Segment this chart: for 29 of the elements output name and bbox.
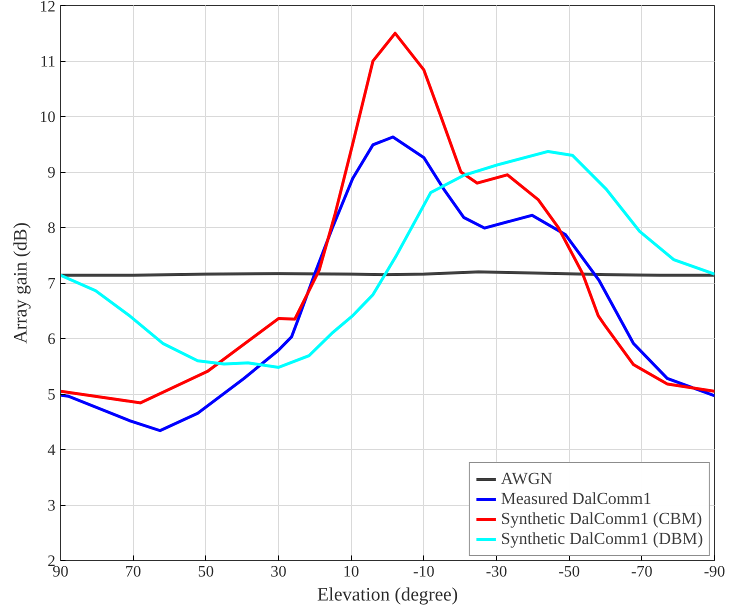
line-series	[60, 32, 714, 404]
x-tick-label: 90	[52, 564, 68, 580]
legend-label: Synthetic DalComm1 (CBM)	[500, 509, 702, 529]
legend-label: AWGN	[500, 469, 552, 489]
y-tick-label: 7	[48, 276, 56, 292]
x-tick-label: 50	[198, 564, 214, 580]
x-tick-label: -50	[558, 564, 580, 580]
y-tick-label: 8	[48, 220, 56, 237]
y-tick-label: 12	[40, 0, 56, 16]
y-axis-title: Array gain (dB)	[10, 222, 32, 344]
x-tick-label: -10	[413, 564, 434, 580]
legend-label: Synthetic DalComm1 (DBM)	[500, 529, 703, 549]
y-tick-label: 4	[48, 442, 56, 459]
x-axis-title: Elevation (degree)	[317, 584, 458, 606]
x-tick-label: 70	[125, 564, 142, 580]
x-tick-label: 30	[270, 564, 286, 580]
x-tick-label: 10	[343, 564, 360, 580]
x-tick-label: -30	[486, 564, 508, 580]
y-tick-label: 6	[48, 331, 56, 348]
y-tick-label: 5	[48, 386, 56, 404]
y-tick-label: 9	[48, 164, 56, 182]
y-tick-label: 11	[40, 54, 56, 70]
legend-label: Measured DalComm1	[500, 489, 652, 509]
y-tick-label: 3	[48, 498, 56, 514]
x-tick-label: -70	[631, 564, 652, 580]
line-series	[60, 150, 714, 369]
y-tick-label: 10	[40, 109, 56, 126]
line-series	[60, 136, 714, 432]
x-tick-label: -90	[704, 564, 726, 580]
